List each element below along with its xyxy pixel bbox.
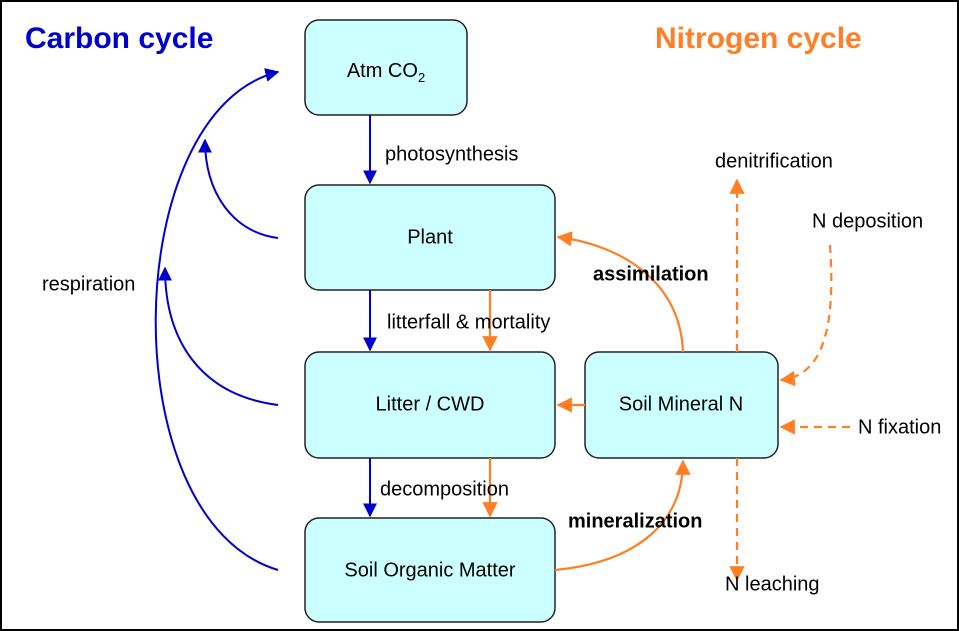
- node-label: Litter / CWD: [376, 393, 485, 415]
- edge-label: mineralization: [568, 510, 702, 532]
- edge-label: decomposition: [380, 478, 509, 500]
- node-label: Plant: [407, 226, 453, 248]
- arrow: [779, 244, 833, 387]
- edge-label: litterfall & mortality: [387, 311, 550, 333]
- node-label-main: Atm CO: [347, 60, 418, 82]
- arrow: [154, 68, 280, 571]
- edge-label: N leaching: [725, 573, 820, 595]
- edge-label: photosynthesis: [385, 143, 518, 165]
- edge-label: N deposition: [812, 210, 923, 232]
- nitrogen-title: Nitrogen cycle: [655, 22, 862, 55]
- edge-label: denitrification: [715, 150, 833, 172]
- arrow: [158, 266, 279, 406]
- node-box: [304, 351, 556, 459]
- node-label: Soil Mineral N: [619, 393, 743, 415]
- edge-label: respiration: [42, 273, 135, 295]
- node-label-sub: 2: [418, 70, 425, 85]
- carbon-title: Carbon cycle: [25, 22, 213, 55]
- arrow: [556, 231, 685, 353]
- node-box: [304, 184, 556, 291]
- node-label: Soil Organic Matter: [344, 559, 516, 581]
- edge-label: N fixation: [858, 416, 941, 438]
- edge-label: assimilation: [593, 263, 709, 285]
- node-box: [304, 19, 468, 116]
- arrow: [198, 138, 279, 239]
- node-label: Atm CO2: [347, 60, 425, 85]
- arrow: [554, 459, 691, 572]
